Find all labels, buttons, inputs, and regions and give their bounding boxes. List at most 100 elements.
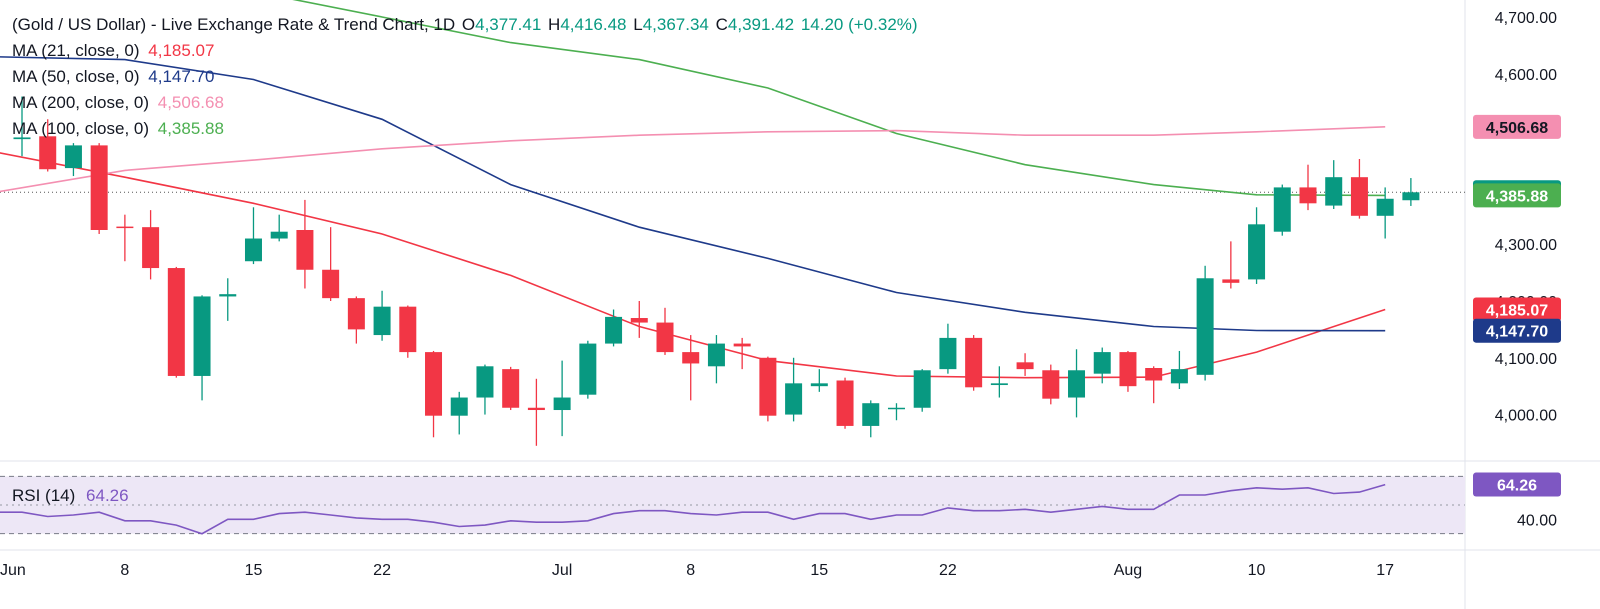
candle-body <box>116 226 134 229</box>
ma200-value: 4,506.68 <box>157 93 224 112</box>
high-value: 4,416.48 <box>560 15 627 34</box>
candle-body <box>373 306 391 336</box>
legend-ma50[interactable]: MA (50, close, 0) 4,147.70 <box>12 64 918 90</box>
candle-body <box>1170 369 1188 384</box>
price-tick-label: 4,100.00 <box>1495 351 1557 368</box>
candle <box>142 210 160 280</box>
candle <box>1042 364 1060 405</box>
chart-title: (Gold / US Dollar) - Live Exchange Rate … <box>12 15 456 34</box>
price-tag-label: 4,506.68 <box>1486 120 1548 137</box>
price-tag-bg <box>1473 297 1561 322</box>
legend-ma21[interactable]: MA (21, close, 0) 4,185.07 <box>12 38 918 64</box>
candle-body <box>1402 192 1420 201</box>
candle <box>990 366 1008 398</box>
candle-body <box>605 316 623 344</box>
price-tag: 4,506.68 <box>1473 114 1561 139</box>
candle <box>733 337 751 370</box>
candle-body <box>1273 187 1291 232</box>
candle-body <box>142 227 160 269</box>
candle-body <box>1299 187 1317 204</box>
time-tick-label: 15 <box>810 562 828 579</box>
candle-body <box>13 137 31 140</box>
candle-body <box>167 268 185 376</box>
time-tick-label: 22 <box>373 562 391 579</box>
ma100-label: MA (100, close, 0) <box>12 119 150 138</box>
candle-body <box>270 231 288 239</box>
candle <box>1299 164 1317 211</box>
candle-body <box>193 296 211 376</box>
candle-body <box>450 397 468 416</box>
candle-body <box>1325 177 1343 206</box>
price-tag: 4,185.07 <box>1473 297 1561 322</box>
ma-line-1 <box>0 56 1386 332</box>
candle <box>1325 160 1343 209</box>
candle <box>630 300 648 338</box>
candle-body <box>862 403 880 426</box>
price-tick-label: 4,600.00 <box>1495 67 1557 84</box>
ma-line-3 <box>0 126 1386 193</box>
rsi-tag-bg <box>1473 472 1561 497</box>
candle-body <box>707 343 725 367</box>
candle <box>39 119 57 172</box>
price-tick-label: 4,700.00 <box>1495 10 1557 27</box>
ma-line-2 <box>292 0 1386 197</box>
rsi-tag-label: 64.26 <box>1497 478 1537 495</box>
candle <box>553 360 571 437</box>
price-tick-label: 4,000.00 <box>1495 408 1557 425</box>
candle-body <box>1145 368 1163 381</box>
candle-body <box>296 230 314 270</box>
time-tick-label: 8 <box>686 562 695 579</box>
candle <box>1350 159 1368 219</box>
candle <box>219 278 237 321</box>
candle-body <box>1248 224 1266 280</box>
candle-body <box>1350 177 1368 216</box>
candle <box>502 366 520 411</box>
candle-body <box>965 337 983 388</box>
ohlc-low: L4,367.34 <box>633 15 709 34</box>
price-tick-label: 4,300.00 <box>1495 237 1557 254</box>
close-value: 4,391.42 <box>727 15 795 34</box>
price-tag-bg <box>1473 183 1561 208</box>
candle-body <box>347 298 365 330</box>
candle <box>1119 350 1137 392</box>
candle <box>193 295 211 401</box>
legend-ma200[interactable]: MA (200, close, 0) 4,506.68 <box>12 90 918 116</box>
price-tag-label: 4,385.88 <box>1486 188 1548 205</box>
legend-ma100[interactable]: MA (100, close, 0) 4,385.88 <box>12 116 918 142</box>
candle <box>296 199 314 289</box>
ma21-value: 4,185.07 <box>148 41 215 60</box>
candle <box>913 369 931 412</box>
candle <box>682 335 700 401</box>
price-tag: 4,147.70 <box>1473 318 1561 343</box>
candle <box>1068 349 1086 418</box>
candle-body <box>322 269 340 299</box>
candle-body <box>90 145 108 230</box>
candle <box>399 305 417 358</box>
low-value: 4,367.34 <box>642 15 709 34</box>
candle-body <box>553 397 571 411</box>
candle-body <box>476 366 494 398</box>
candle <box>1376 187 1394 239</box>
time-tick-label: Aug <box>1114 562 1142 579</box>
time-tick-label: 17 <box>1376 562 1394 579</box>
ohlc-high: H4,416.48 <box>548 15 626 34</box>
candle-body <box>887 407 905 410</box>
ma21-label: MA (21, close, 0) <box>12 41 140 60</box>
chart-legend: (Gold / US Dollar) - Live Exchange Rate … <box>12 12 918 142</box>
price-tag: 4,385.88 <box>1473 183 1561 208</box>
price-tag-label: 4,185.07 <box>1486 302 1548 319</box>
legend-title-row: (Gold / US Dollar) - Live Exchange Rate … <box>12 12 918 38</box>
candle-body <box>1222 279 1240 283</box>
time-tick-label: 8 <box>120 562 129 579</box>
rsi-legend[interactable]: RSI (14) 64.26 <box>12 486 129 506</box>
candle-body <box>682 352 700 364</box>
candle-body <box>733 343 751 347</box>
open-key: O <box>461 15 476 34</box>
candle-body <box>244 238 262 262</box>
price-tag-bg <box>1473 318 1561 343</box>
rsi-label: RSI (14) <box>12 486 76 505</box>
open-value: 4,377.41 <box>475 15 542 34</box>
candle <box>322 227 340 301</box>
